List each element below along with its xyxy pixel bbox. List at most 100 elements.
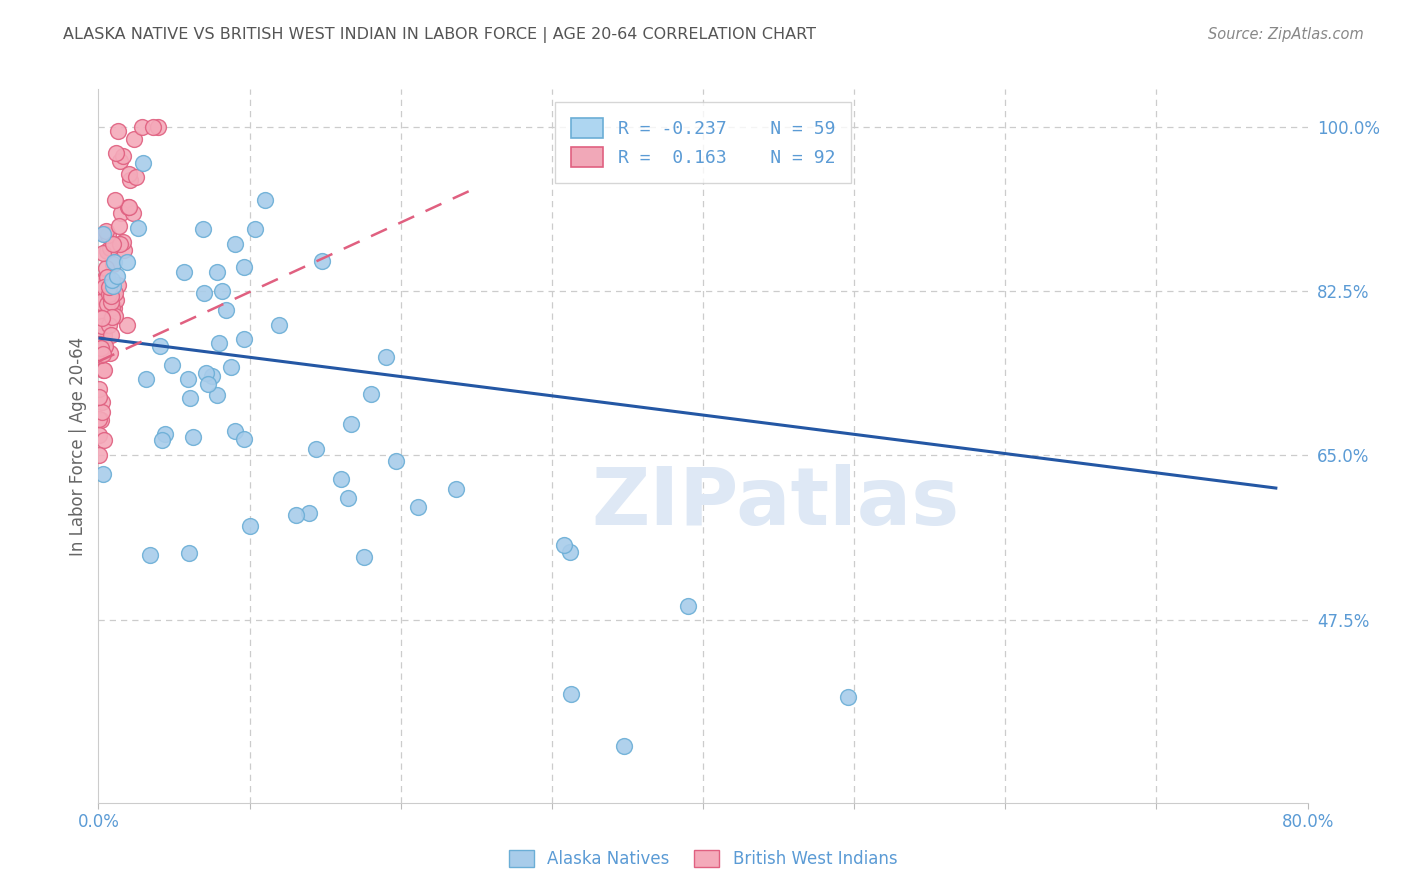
Point: [101, 310, 124, 324]
Point: [100, 289, 122, 303]
Point: [162, 358, 184, 372]
Point: [224, 237, 246, 252]
Point: [132, 155, 155, 169]
Point: [91, 319, 114, 334]
Point: [115, 255, 138, 269]
Point: [558, 544, 581, 558]
Point: [117, 201, 139, 215]
Point: [94, 339, 117, 353]
Point: [98, 318, 121, 333]
Point: [96, 270, 118, 285]
Point: [254, 193, 277, 207]
Point: [127, 221, 149, 235]
Point: [108, 236, 131, 251]
Point: [91, 395, 114, 409]
Point: [149, 338, 172, 352]
Point: [94, 227, 117, 241]
Point: [193, 285, 215, 300]
Point: [837, 690, 859, 704]
Point: [111, 149, 134, 163]
Point: [89, 337, 111, 351]
Point: [97, 228, 120, 243]
Point: [197, 377, 219, 392]
Point: [108, 219, 131, 234]
Point: [93, 328, 115, 343]
Point: [177, 372, 200, 386]
Point: [91, 246, 114, 260]
Point: [91, 325, 114, 339]
Point: [195, 366, 218, 380]
Point: [110, 205, 132, 219]
Point: [239, 519, 262, 533]
Point: [90, 274, 112, 288]
Point: [87, 390, 110, 404]
Point: [90, 330, 112, 344]
Point: [121, 205, 143, 219]
Point: [676, 599, 699, 613]
Point: [340, 417, 363, 431]
Text: ALASKA NATIVE VS BRITISH WEST INDIAN IN LABOR FORCE | AGE 20-64 CORRELATION CHAR: ALASKA NATIVE VS BRITISH WEST INDIAN IN …: [63, 27, 817, 43]
Point: [219, 360, 242, 375]
Point: [224, 424, 246, 438]
Point: [103, 255, 125, 269]
Point: [233, 432, 256, 446]
Point: [267, 318, 290, 333]
Point: [87, 427, 110, 442]
Point: [215, 303, 238, 318]
Point: [89, 285, 111, 300]
Point: [89, 449, 111, 463]
Point: [90, 348, 112, 362]
Point: [87, 328, 110, 343]
Point: [103, 309, 125, 323]
Point: [375, 350, 398, 364]
Point: [89, 292, 111, 306]
Point: [201, 368, 224, 383]
Point: [125, 170, 148, 185]
Point: [98, 280, 121, 294]
Point: [100, 328, 122, 343]
Point: [93, 280, 115, 294]
Point: [89, 343, 111, 358]
Point: [104, 193, 127, 207]
Legend: R = -0.237    N = 59, R =  0.163    N = 92: R = -0.237 N = 59, R = 0.163 N = 92: [554, 102, 852, 183]
Point: [118, 172, 141, 186]
Point: [91, 341, 114, 355]
Point: [98, 346, 121, 360]
Point: [353, 549, 375, 564]
Point: [98, 287, 121, 301]
Point: [100, 237, 122, 252]
Point: [97, 282, 120, 296]
Point: [101, 279, 124, 293]
Point: [103, 236, 125, 251]
Point: [101, 301, 124, 315]
Point: [243, 221, 266, 235]
Point: [122, 132, 145, 146]
Point: [90, 347, 112, 361]
Point: [108, 154, 131, 169]
Point: [91, 291, 114, 305]
Point: [139, 548, 162, 562]
Point: [104, 286, 127, 301]
Point: [131, 120, 153, 134]
Point: [100, 294, 122, 309]
Point: [90, 310, 112, 325]
Point: [191, 222, 214, 236]
Point: [232, 332, 254, 346]
Point: [233, 260, 256, 275]
Point: [87, 322, 110, 336]
Text: ZIPatlas: ZIPatlas: [592, 464, 960, 542]
Point: [179, 391, 201, 405]
Point: [89, 382, 111, 396]
Point: [311, 253, 333, 268]
Point: [98, 285, 121, 299]
Point: [205, 265, 228, 279]
Point: [96, 297, 118, 311]
Point: [298, 506, 321, 520]
Point: [90, 413, 112, 427]
Point: [118, 167, 141, 181]
Point: [337, 491, 360, 506]
Legend: Alaska Natives, British West Indians: Alaska Natives, British West Indians: [502, 843, 904, 875]
Point: [87, 308, 110, 322]
Point: [101, 273, 124, 287]
Point: [205, 388, 228, 402]
